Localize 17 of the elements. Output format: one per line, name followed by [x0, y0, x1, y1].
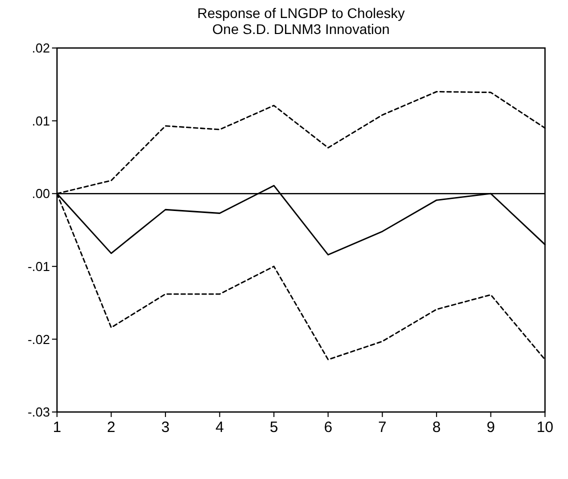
x-tick-label: 1 — [52, 419, 62, 436]
y-tick-label: .00 — [32, 186, 50, 202]
y-tick-label: .02 — [32, 40, 50, 56]
x-tick-label: 5 — [270, 419, 278, 436]
y-tick-label: .01 — [32, 113, 50, 128]
x-tick-label: 8 — [432, 419, 441, 436]
x-tick-label: 9 — [486, 419, 495, 436]
y-tick-label: -.03 — [28, 404, 50, 420]
y-tick-label: -.01 — [28, 258, 50, 274]
x-tick-label: 3 — [161, 419, 170, 436]
x-tick-label: 4 — [215, 419, 224, 436]
x-tick-label: 7 — [378, 419, 387, 436]
y-tick-label: -.02 — [28, 332, 50, 347]
x-tick-label: 6 — [324, 419, 332, 436]
x-tick-label: 2 — [107, 419, 116, 436]
x-tick-label: 10 — [536, 419, 554, 436]
chart-title: Response of LNGDP to Cholesky One S.D. DLNM3 Innovation — [197, 5, 405, 37]
